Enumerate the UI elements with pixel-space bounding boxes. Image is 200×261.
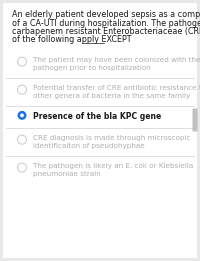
Circle shape [18,57,26,66]
Circle shape [20,114,24,117]
Text: of the following apply EXCEPT: of the following apply EXCEPT [12,35,132,44]
Circle shape [18,135,26,144]
Text: carbapenem resistant Enterobacteriaceae (CRE). All: carbapenem resistant Enterobacteriaceae … [12,27,200,36]
Text: An elderly patient developed sepsis as a complication: An elderly patient developed sepsis as a… [12,10,200,19]
Circle shape [18,163,26,172]
Circle shape [18,111,26,120]
Circle shape [18,85,26,94]
Text: The patient may have been colonized with the CRE
pathogen prior to hospitalizati: The patient may have been colonized with… [33,57,200,71]
Text: Presence of the bla KPC gene: Presence of the bla KPC gene [33,112,161,121]
Text: CRE diagnosis is made through microscopic
identificaiton of pseudohyphae: CRE diagnosis is made through microscopi… [33,135,190,149]
Text: of a CA-UTI during hospitalization. The pathogen is a: of a CA-UTI during hospitalization. The … [12,19,200,27]
FancyBboxPatch shape [3,3,197,258]
Text: The pathogen is likely an E. coli or Klebsiella
pneumoniae strain: The pathogen is likely an E. coli or Kle… [33,163,193,177]
Text: Potential transfer of CRE antibiotic resistance to
other genera of bacteria in t: Potential transfer of CRE antibiotic res… [33,85,200,99]
FancyBboxPatch shape [192,109,198,132]
